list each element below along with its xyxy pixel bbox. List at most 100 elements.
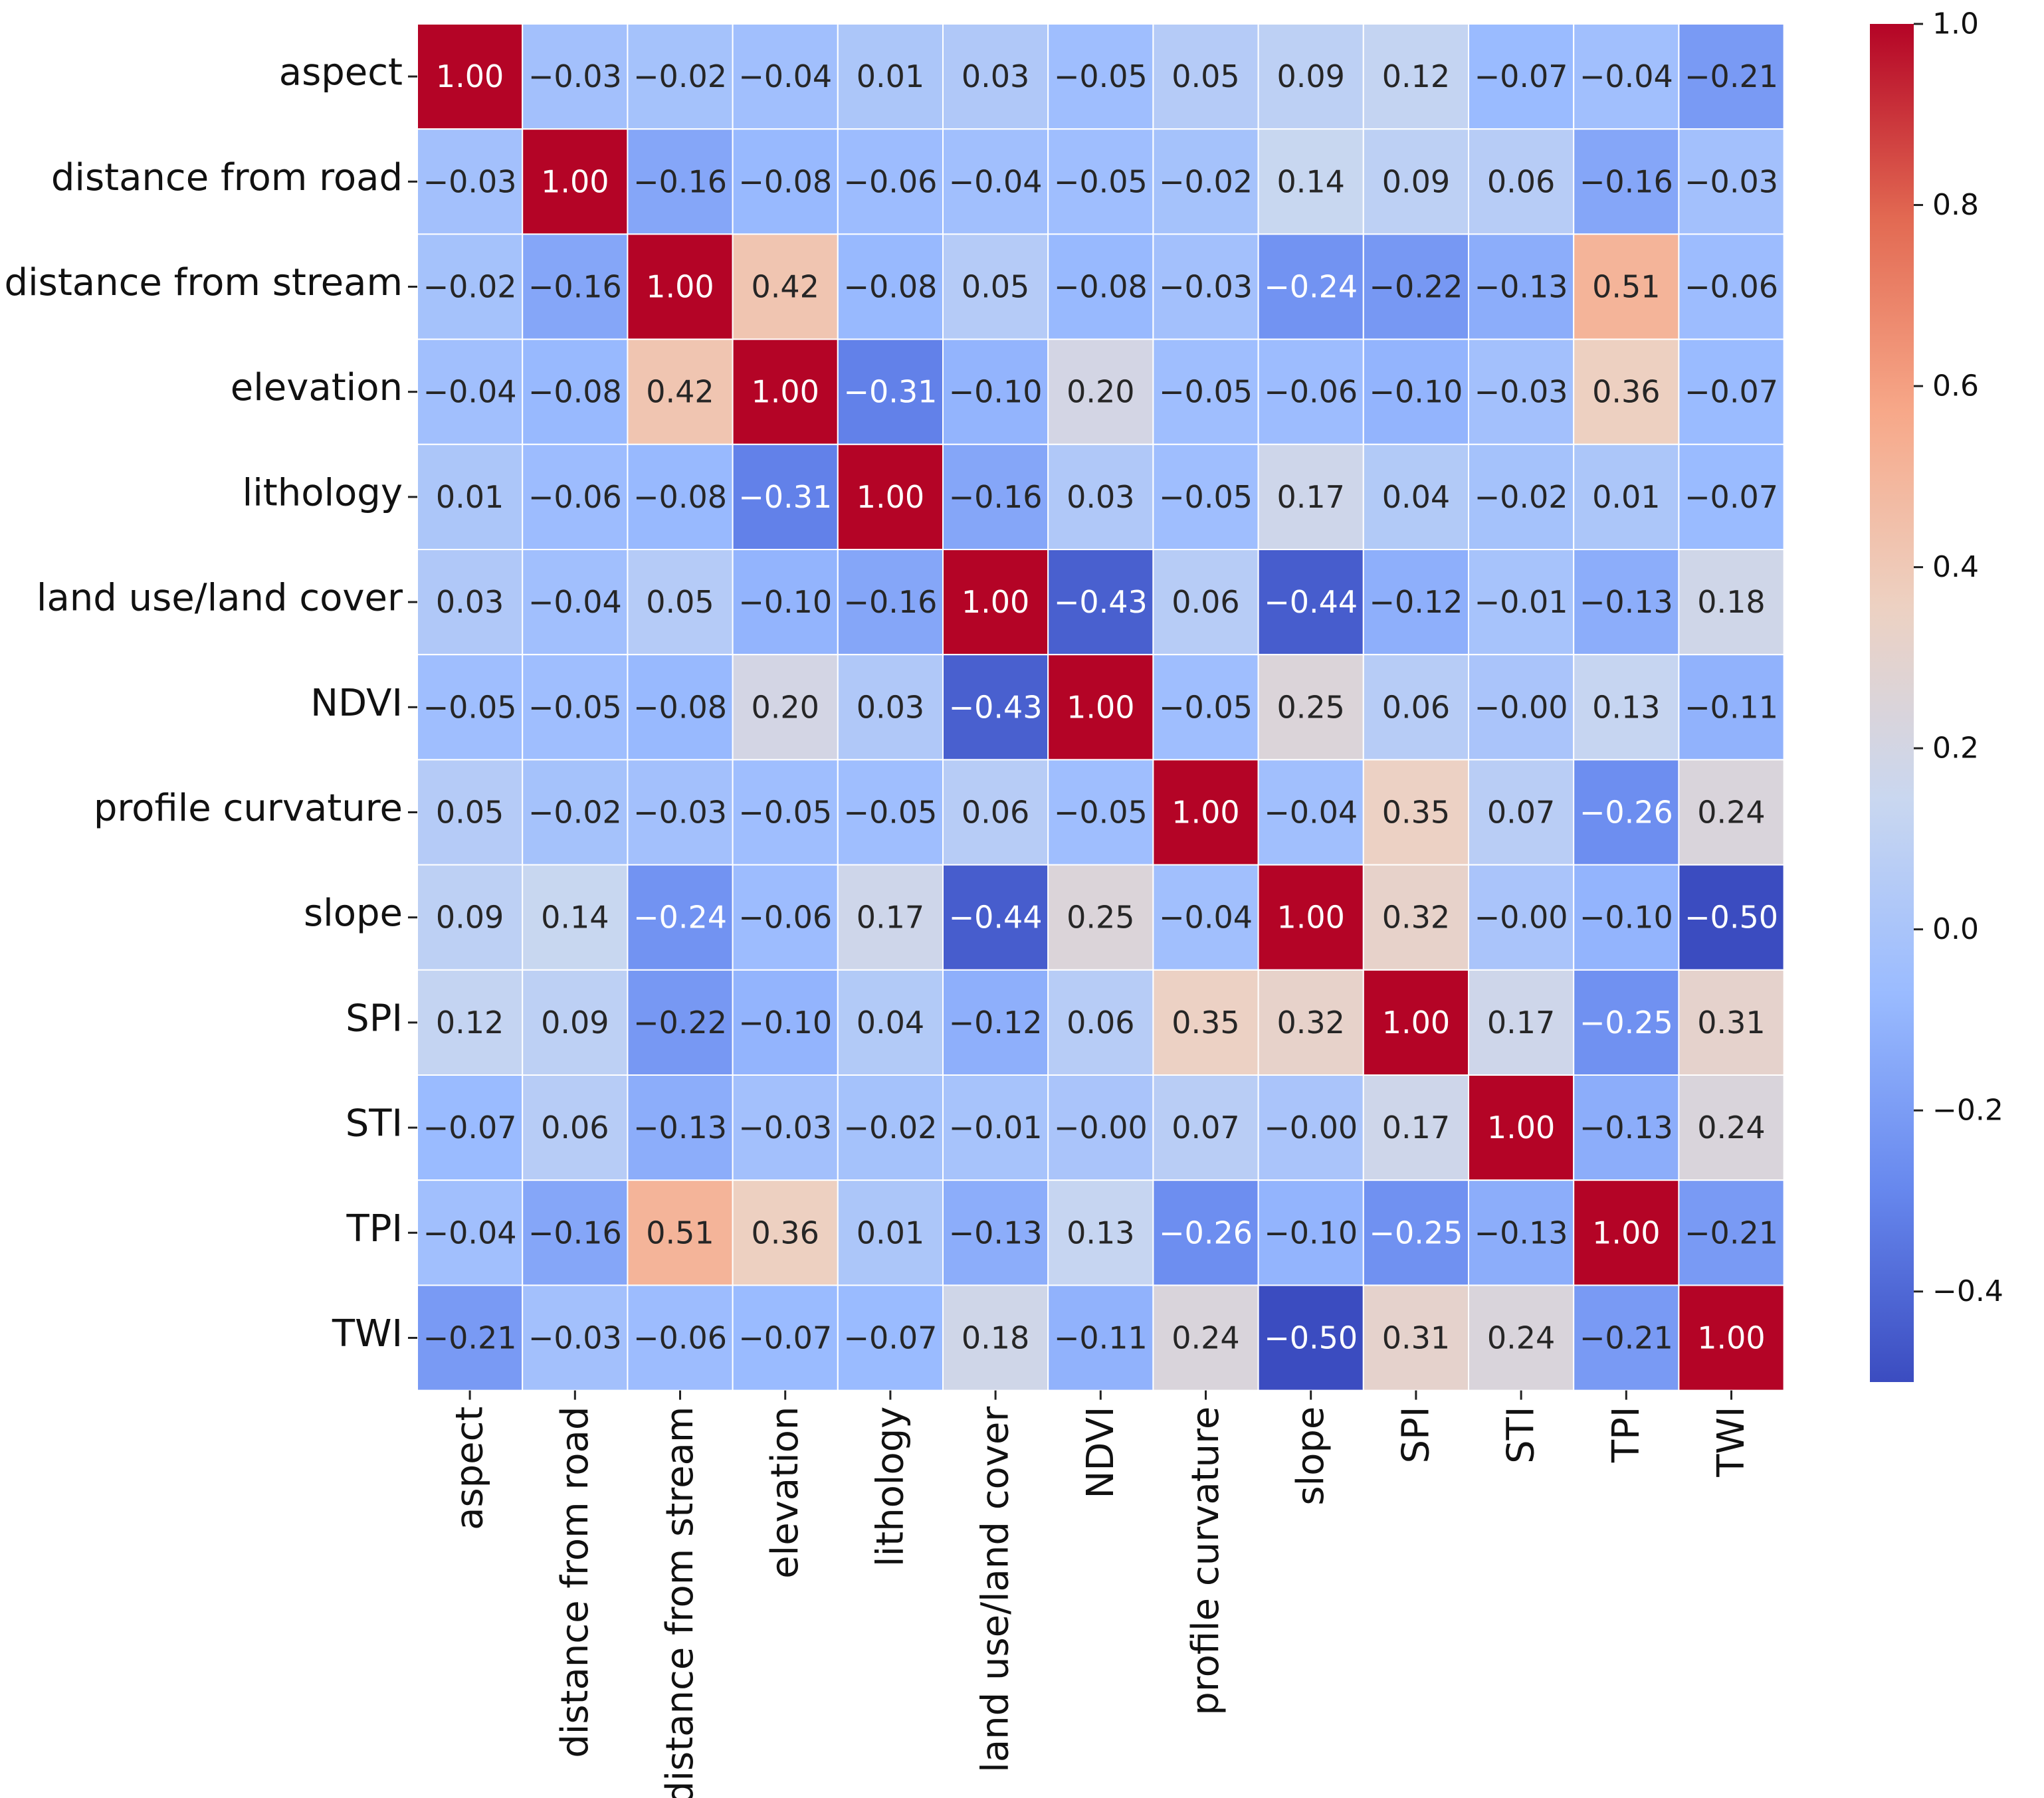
heatmap-value-label: 0.31	[1697, 1005, 1765, 1041]
heatmap-value-label: 1.00	[1382, 1005, 1450, 1041]
heatmap-cell	[942, 23, 1049, 130]
x-tick-label-profile-curvature: profile curvature	[1184, 1407, 1227, 1716]
heatmap-cell	[627, 864, 734, 971]
heatmap-value-label: −0.02	[423, 269, 517, 305]
heatmap-value-label: 0.07	[1172, 1110, 1239, 1146]
heatmap-cell	[1573, 1284, 1680, 1391]
y-tick-label-ndvi: NDVI	[310, 682, 403, 725]
heatmap-cell	[1573, 443, 1680, 550]
colorbar-tick-label: −0.4	[1932, 1274, 2003, 1308]
heatmap-value-label: −0.06	[1685, 269, 1778, 305]
heatmap-cell	[1362, 1284, 1470, 1391]
heatmap-cell	[1678, 23, 1785, 130]
heatmap-value-label: −0.11	[1054, 1320, 1148, 1356]
heatmap-value-label: −0.11	[1685, 689, 1778, 725]
heatmap-cell	[1257, 1179, 1364, 1286]
heatmap-value-label: −0.08	[528, 374, 622, 410]
heatmap-value-label: −0.00	[1475, 900, 1568, 936]
heatmap-value-label: 0.31	[1382, 1320, 1450, 1356]
heatmap-value-label: 0.07	[1487, 795, 1555, 831]
y-tick-label-elevation: elevation	[231, 366, 403, 409]
x-axis: aspect distance from road distance from st…	[449, 1390, 1753, 1798]
heatmap-value-label: 0.20	[751, 689, 819, 725]
heatmap-cell	[1047, 1179, 1154, 1286]
heatmap-cell	[1678, 1284, 1785, 1391]
heatmap-value-label: −0.03	[738, 1110, 832, 1146]
heatmap-value-label: −0.08	[633, 479, 727, 515]
heatmap-value-label: 1.00	[541, 163, 609, 199]
heatmap-value-label: −0.04	[528, 584, 622, 620]
heatmap-cell	[417, 233, 524, 340]
heatmap-value-label: −0.07	[738, 1320, 832, 1356]
heatmap-cell	[1047, 864, 1154, 971]
heatmap-value-label: 0.12	[436, 1005, 504, 1041]
heatmap-value-labels: 1.00 −0.03 −0.02 −0.04 0.01 0.03 −0.05 0.05 0.09…	[423, 58, 1778, 1355]
heatmap-cell	[1468, 1284, 1575, 1391]
colorbar-gradient	[1870, 24, 1914, 1382]
heatmap-cell	[1573, 1074, 1680, 1181]
heatmap-cell	[1152, 1074, 1259, 1181]
heatmap-cell	[732, 969, 839, 1076]
heatmap-value-label: −0.03	[633, 795, 727, 831]
heatmap-value-label: −0.10	[1264, 1215, 1358, 1250]
heatmap-cell	[1257, 549, 1364, 656]
heatmap-cell	[522, 969, 629, 1076]
x-tick-label-distance-from-stream: distance from stream	[659, 1407, 702, 1798]
colorbar-tick-label: 0.8	[1932, 188, 1979, 222]
heatmap-value-label: −0.04	[1159, 900, 1253, 936]
heatmap-cell	[732, 338, 839, 445]
heatmap-value-label: −0.02	[843, 1110, 937, 1146]
heatmap-cell	[837, 969, 944, 1076]
heatmap-value-label: 0.12	[1382, 58, 1450, 94]
heatmap-cell	[1573, 23, 1680, 130]
heatmap-value-label: 0.06	[1487, 163, 1555, 199]
heatmap-value-label: −0.21	[1685, 58, 1778, 94]
colorbar-tick-label: 1.0	[1932, 7, 1979, 41]
heatmap-value-label: 0.18	[962, 1320, 1029, 1356]
heatmap-cell	[1257, 233, 1364, 340]
heatmap-cell	[1573, 1179, 1680, 1286]
x-tick-label-sti: STI	[1500, 1407, 1543, 1464]
heatmap-value-label: 0.06	[1067, 1005, 1134, 1041]
heatmap-value-label: −0.00	[1264, 1110, 1358, 1146]
heatmap-value-label: 0.25	[1277, 689, 1344, 725]
x-tick-label-slope: slope	[1289, 1407, 1332, 1506]
heatmap-cell	[1573, 969, 1680, 1076]
heatmap-cell	[1573, 864, 1680, 971]
heatmap-cell	[1678, 549, 1785, 656]
heatmap-value-label: −0.05	[843, 795, 937, 831]
heatmap-cell	[1257, 969, 1364, 1076]
heatmap-value-label: 0.09	[1277, 58, 1344, 94]
heatmap-value-label: −0.01	[949, 1110, 1043, 1146]
y-tick-label-lithology: lithology	[243, 471, 403, 514]
heatmap-value-label: −0.25	[1369, 1215, 1463, 1250]
heatmap-value-label: −0.26	[1159, 1215, 1253, 1250]
heatmap-value-label: −0.25	[1580, 1005, 1673, 1041]
heatmap-cell	[1678, 1179, 1785, 1286]
y-tick-label-tpi: TPI	[346, 1207, 403, 1250]
heatmap-value-label: −0.07	[1475, 58, 1568, 94]
heatmap-cell	[1573, 128, 1680, 235]
heatmap-value-label: −0.05	[423, 689, 517, 725]
heatmap-value-label: −0.03	[1159, 269, 1253, 305]
heatmap-cell	[1362, 23, 1470, 130]
heatmap-value-label: −0.06	[738, 900, 832, 936]
heatmap-cell	[837, 549, 944, 656]
heatmap-value-label: 1.00	[1487, 1110, 1555, 1146]
heatmap-value-label: 0.14	[541, 900, 609, 936]
y-tick-label-slope: slope	[304, 892, 403, 935]
colorbar-ticks: 1.0 0.8 0.6 0.4 0.2 0.0 −0.2 −0.4	[1914, 7, 2003, 1308]
heatmap-cell	[1573, 759, 1680, 866]
heatmap-cell	[732, 549, 839, 656]
colorbar-tick-label: 0.0	[1932, 912, 1979, 946]
heatmap-value-label: 0.03	[1067, 479, 1134, 515]
heatmap-value-label: 1.00	[646, 269, 714, 305]
y-tick-label-spi: SPI	[346, 997, 403, 1040]
heatmap-value-label: 0.05	[646, 584, 714, 620]
heatmap-value-label: −0.03	[528, 1320, 622, 1356]
heatmap-value-label: −0.04	[949, 163, 1043, 199]
heatmap-value-label: −0.08	[738, 163, 832, 199]
heatmap-cell	[417, 1074, 524, 1181]
heatmap-cell	[1362, 549, 1470, 656]
